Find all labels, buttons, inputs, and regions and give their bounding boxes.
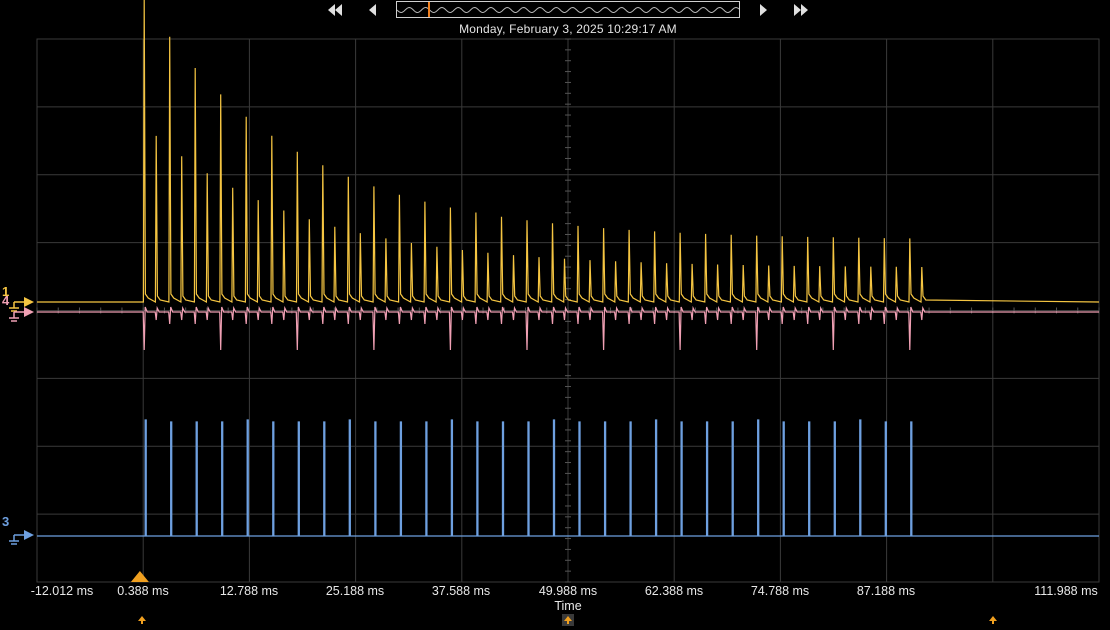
x-tick-label: 0.388 ms: [117, 584, 169, 598]
channel-markers: [9, 297, 149, 582]
step-forward-button[interactable]: [754, 2, 772, 18]
channel-3-trace: [37, 419, 1099, 537]
overview-wave: [397, 2, 739, 17]
center-reference-marker-icon[interactable]: [562, 614, 574, 626]
acquisition-timestamp: Monday, February 3, 2025 10:29:17 AM: [459, 22, 677, 36]
x-tick-label: 87.188 ms: [856, 584, 916, 598]
channel-1-trace: [37, 0, 1100, 304]
right-arrow-icon: [760, 4, 767, 16]
channel-1-label[interactable]: 1: [2, 284, 10, 299]
skip-to-end-button[interactable]: [792, 2, 810, 18]
x-tick-label: 74.788 ms: [750, 584, 810, 598]
channel-4-trace: [37, 305, 1099, 351]
double-right-arrow-icon: [794, 4, 808, 16]
x-tick-label: 25.188 ms: [325, 584, 385, 598]
left-arrow-icon: [369, 4, 376, 16]
channel-4-label[interactable]: 4: [2, 293, 10, 308]
double-left-arrow-icon: [328, 4, 342, 16]
x-tick-label: 49.988 ms: [538, 584, 598, 598]
channel-3-label[interactable]: 3: [2, 514, 10, 529]
channel-4-ground-icon: [9, 307, 34, 322]
x-tick-label: 62.388 ms: [644, 584, 704, 598]
trigger-marker-icon: [130, 571, 149, 582]
cursor-position-arrow-icon[interactable]: [987, 614, 999, 626]
x-tick-label: 37.588 ms: [431, 584, 491, 598]
x-tick-label: 12.788 ms: [219, 584, 279, 598]
skip-to-start-button[interactable]: [326, 2, 344, 18]
channel-3-ground-icon: [9, 530, 34, 545]
x-tick-label: -12.012 ms: [30, 584, 94, 598]
waveform-traces: [37, 0, 1100, 537]
trigger-position-arrow-icon[interactable]: [136, 614, 148, 626]
waveform-overview-navigator[interactable]: [396, 1, 740, 18]
x-tick-label: 111.988 ms: [1034, 584, 1098, 598]
step-back-button[interactable]: [364, 2, 382, 18]
channel-1-ground-icon: [9, 297, 34, 312]
x-axis-title: Time: [554, 599, 582, 613]
